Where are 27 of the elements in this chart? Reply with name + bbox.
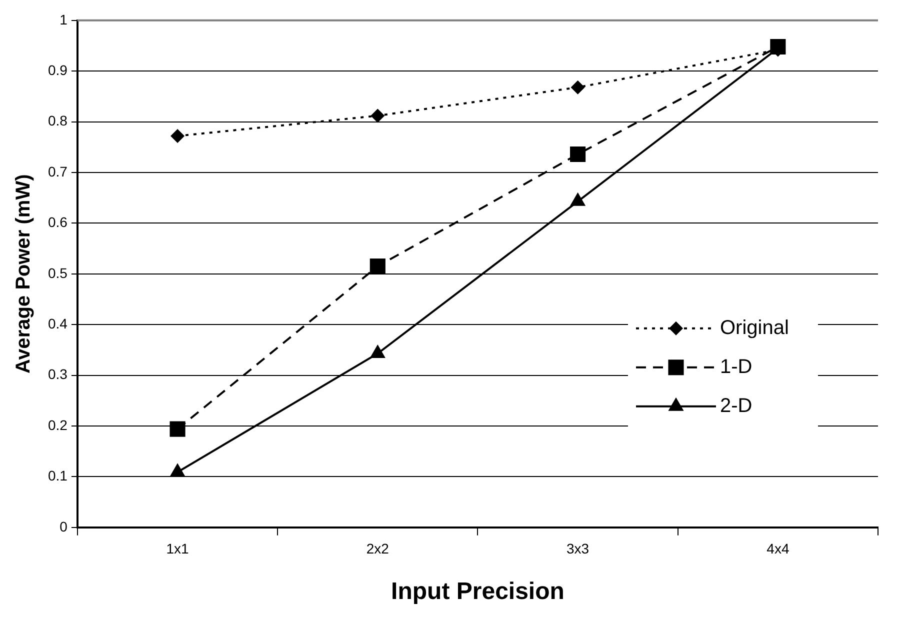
y-tick-label: 0.8 — [48, 112, 68, 129]
y-tick-label: 0.9 — [48, 62, 68, 78]
point — [570, 80, 585, 94]
legend-label: 2-D — [720, 394, 752, 417]
x-axis-title: Input Precision — [391, 578, 564, 606]
y-tick-label: 0 — [60, 518, 68, 534]
point — [170, 463, 186, 477]
legend-label: Original — [720, 316, 789, 339]
x-tick-label: 3x3 — [566, 540, 590, 557]
y-tick-label: 1 — [60, 11, 68, 28]
point — [370, 108, 385, 123]
x-tick-label: 4x4 — [766, 540, 790, 557]
x-tick-label: 1x1 — [166, 540, 190, 557]
y-tick-label: 0.6 — [48, 214, 68, 230]
y-tick-label: 0.3 — [48, 366, 68, 382]
point — [570, 146, 586, 162]
y-tick-label: 0.2 — [48, 416, 68, 433]
y-tick-label: 0.4 — [48, 315, 68, 332]
y-tick-label: 0.5 — [48, 264, 68, 281]
legend-label: 1-D — [720, 356, 752, 378]
point — [370, 258, 386, 274]
point — [170, 128, 185, 143]
x-tick-label: 2x2 — [366, 540, 390, 557]
y-tick-label: 0.1 — [48, 468, 68, 484]
y-axis-title: Average Power (mW) — [12, 174, 35, 374]
y-tick-label: 0.7 — [48, 163, 68, 180]
point — [370, 344, 386, 358]
